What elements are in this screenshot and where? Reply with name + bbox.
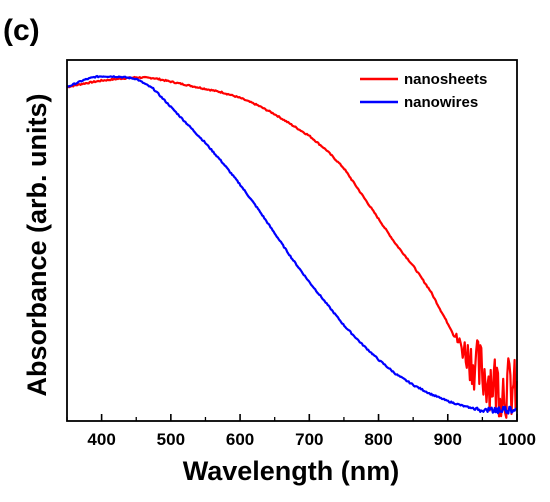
series-line-nanosheets: [66, 75, 518, 419]
x-tick-label-700: 700: [295, 430, 323, 449]
x-tick-label-1000: 1000: [498, 430, 536, 449]
x-tick-label-500: 500: [157, 430, 185, 449]
x-tick-label-900: 900: [434, 430, 462, 449]
x-axis-title: Wavelength (nm): [183, 456, 400, 486]
plot-area: 400 500 600 700 800 900 1000: [66, 59, 536, 449]
legend: nanosheets nanowires: [360, 71, 487, 111]
x-tick-label-600: 600: [226, 430, 254, 449]
x-tick-label-400: 400: [87, 430, 115, 449]
x-tick-label-800: 800: [364, 430, 392, 449]
y-axis-title: Absorbance (arb. units): [22, 93, 52, 396]
panel-label: (c): [3, 14, 40, 47]
legend-label-nanowires: nanowires: [404, 94, 478, 111]
legend-label-nanosheets: nanosheets: [404, 71, 487, 88]
series-line-nanowires: [66, 74, 518, 415]
plot-frame: [66, 59, 518, 422]
